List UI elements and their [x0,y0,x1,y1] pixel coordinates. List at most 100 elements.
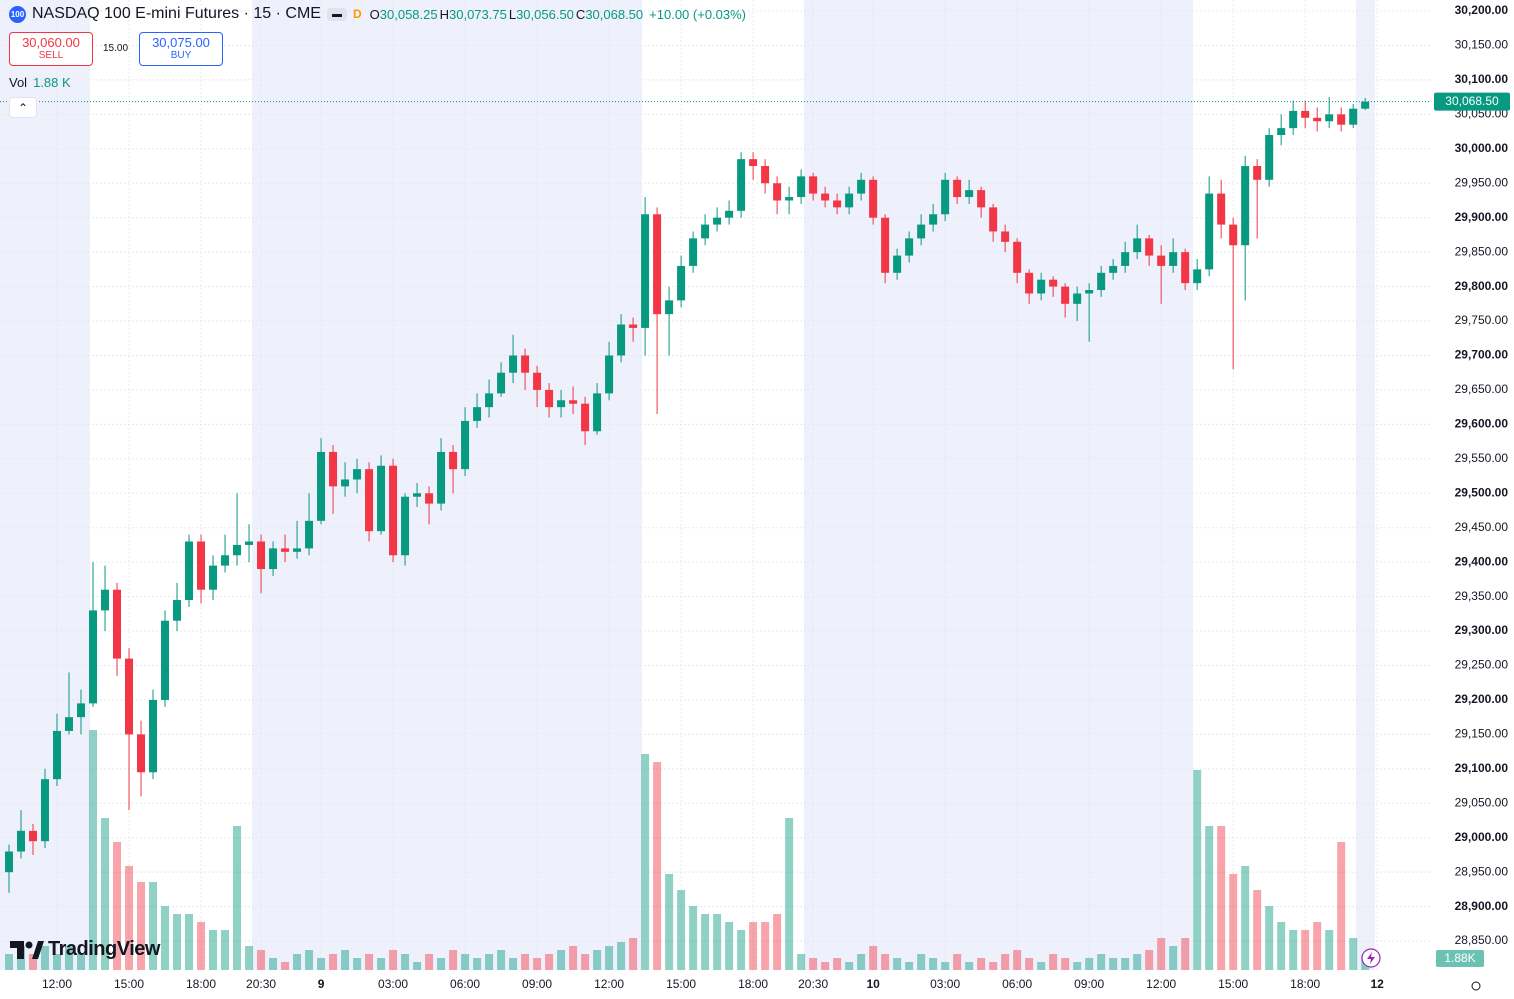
candle-body [185,541,194,601]
volume-bar [509,958,518,970]
y-tick-label: 29,200.00 [1455,692,1509,706]
x-tick-label: 18:00 [1290,977,1320,991]
grid [0,0,1430,970]
session-band [252,0,642,970]
symbol-title[interactable]: NASDAQ 100 E-mini Futures · 15 · CME [32,5,321,22]
volume-bar [701,914,710,970]
candle-body [161,620,170,700]
candle-body [293,548,302,552]
volume-bar [197,922,206,970]
candle-body [545,389,554,408]
x-tick-label: 18:00 [186,977,216,991]
session-band [1356,0,1375,970]
volume-bars [5,730,1370,970]
x-tick-label: 09:00 [522,977,552,991]
volume-bar [1109,958,1118,970]
volume-bar [1049,954,1058,970]
candle-body [41,779,50,842]
volume-bar [1133,954,1142,970]
volume-bar [605,946,614,970]
volume-bar [53,954,62,970]
header: 100 NASDAQ 100 E-mini Futures · 15 · CME… [9,5,746,23]
volume-bar [737,930,746,970]
candle-body [497,372,506,394]
settings-icon[interactable] [1471,981,1481,991]
last-volume-badge [1436,950,1484,967]
volume-bar [449,950,458,970]
candle-body [1313,117,1322,122]
volume-bar [1265,906,1274,970]
volume-bar [941,962,950,970]
volume-legend-label: Vol [9,75,28,90]
y-tick-label: 28,900.00 [1455,899,1509,913]
volume-bar [689,906,698,970]
volume-bar [881,954,890,970]
volume-bar [629,938,638,970]
y-tick-label: 29,150.00 [1455,727,1509,741]
x-tick-label: 09:00 [1074,977,1104,991]
market-status[interactable]: ▬ [326,7,347,21]
volume-bar [389,950,398,970]
candle-body [569,400,578,404]
candle-body [941,179,950,215]
volume-bar [1289,930,1298,970]
candle-body [1301,110,1310,118]
sell-price: 30,060.00 [22,35,80,50]
volume-bar [233,826,242,970]
candle-body [1325,114,1334,122]
volume-bar [965,962,974,970]
delayed-flag[interactable]: D [352,7,362,21]
buy-button[interactable]: 30,075.00 BUY [139,32,223,66]
candle-body [1049,279,1058,287]
candle-body [317,451,326,521]
volume-bar [497,950,506,970]
y-tick-label: 30,100.00 [1455,72,1509,86]
volume-bar [713,914,722,970]
candle-body [605,355,614,394]
logo-icon [10,940,44,959]
session-shading [0,0,1375,970]
sell-button[interactable]: 30,060.00 SELL [9,32,93,66]
volume-bar [785,818,794,970]
volume-bar [1097,954,1106,970]
candle-body [1061,286,1070,304]
candle-body [149,699,158,773]
candle-body [653,214,662,315]
y-tick-label: 30,150.00 [1455,38,1509,52]
volume-legend-value: 1.88 K [33,75,71,90]
volume-bar [437,958,446,970]
volume-bar [797,954,806,970]
candle-body [701,224,710,239]
volume-bar [617,942,626,970]
volume-bar [1145,950,1154,970]
y-tick-label: 30,000.00 [1455,141,1509,155]
candle-body [1001,231,1010,242]
candle-body [989,207,998,232]
y-tick-label: 28,850.00 [1455,933,1509,947]
candle-body [1217,193,1226,225]
y-tick-label: 29,850.00 [1455,244,1509,258]
candle-body [257,541,266,570]
candle-body [377,465,386,532]
x-tick-label: 15:00 [114,977,144,991]
collapse-button[interactable]: ⌃ [9,97,37,118]
volume-bar [1037,962,1046,970]
volume-bar [29,954,38,970]
volume-bar [317,958,326,970]
volume-bar [245,946,254,970]
candle-body [437,451,446,504]
sell-label: SELL [38,50,64,61]
lightning-icon [1367,952,1375,964]
y-tick-label: 29,250.00 [1455,658,1509,672]
candle-body [797,176,806,198]
candle-body [581,403,590,432]
volume-bar [77,954,86,970]
volume-bar [1313,922,1322,970]
candle-body [305,520,314,549]
volume-bar [377,958,386,970]
change: +10.00 (+0.03%) [649,6,747,22]
volume-bar [1193,770,1202,970]
last-price-label: 30,068.50 [1445,94,1499,108]
